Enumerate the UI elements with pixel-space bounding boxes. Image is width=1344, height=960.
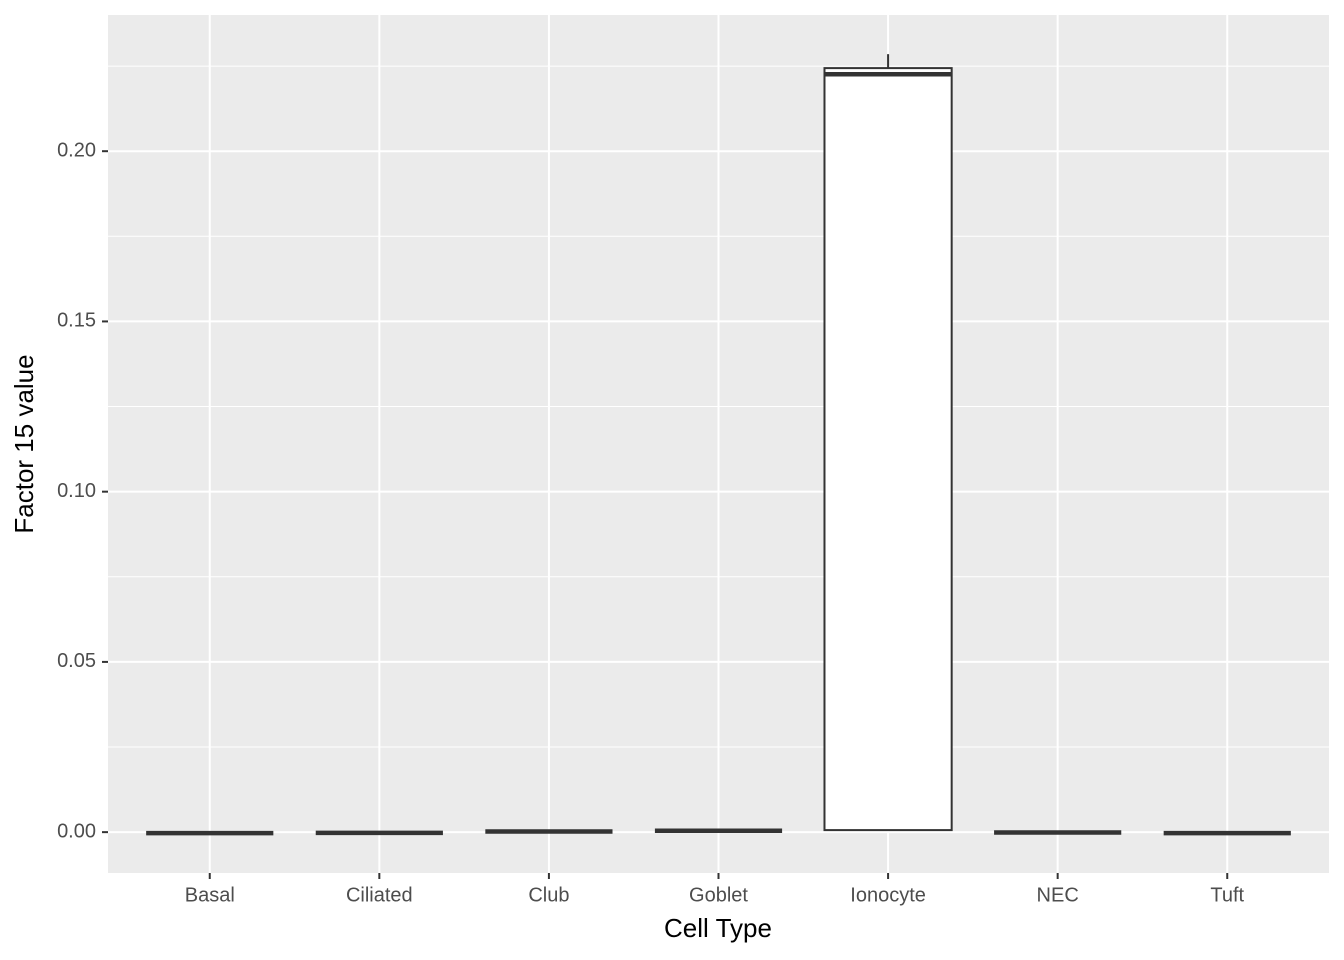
x-tick-label: Ionocyte <box>850 884 926 906</box>
y-tick-label: 0.05 <box>57 650 96 672</box>
x-tick-label: Tuft <box>1210 884 1244 906</box>
y-tick-label: 0.00 <box>57 820 96 842</box>
x-tick-label: Basal <box>185 884 235 906</box>
x-tick-label: Goblet <box>689 884 748 906</box>
y-tick-label: 0.15 <box>57 310 96 332</box>
x-tick-label: NEC <box>1037 884 1079 906</box>
x-axis-title: Cell Type <box>664 913 772 943</box>
x-tick-label: Ciliated <box>346 884 413 906</box>
y-tick-label: 0.20 <box>57 139 96 161</box>
x-tick-label: Club <box>528 884 569 906</box>
box <box>823 67 953 832</box>
y-axis-title: Factor 15 value <box>9 354 39 533</box>
y-tick-label: 0.10 <box>57 480 96 502</box>
